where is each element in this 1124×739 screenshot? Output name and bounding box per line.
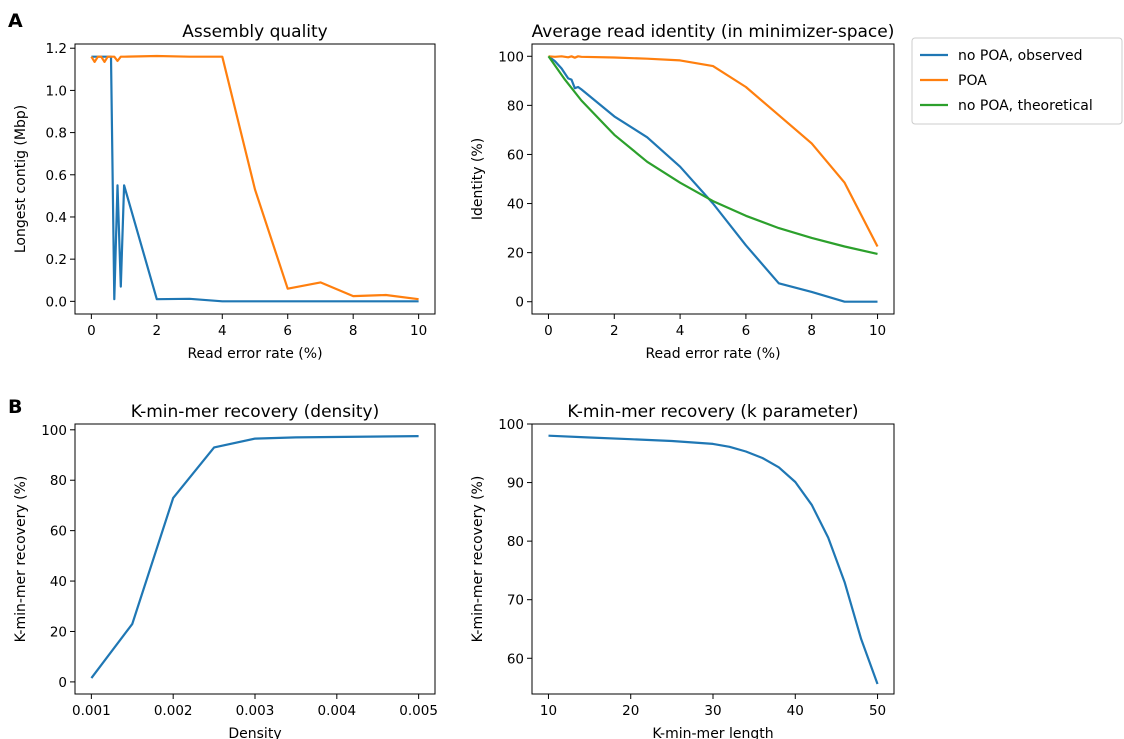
chart-recovery-k: K-min-mer recovery (k parameter) 10 20 30 40… — [470, 402, 895, 739]
legend-box — [911, 37, 1123, 125]
series-line-0 — [547, 55, 878, 303]
y-tick-label: 40 — [507, 197, 524, 213]
y-tick-label: 100 — [498, 49, 524, 65]
y-tick-label: 0.4 — [46, 210, 67, 226]
y-tick-label: 0 — [58, 675, 67, 691]
legend-entry-label: no POA, theoretical — [958, 98, 1093, 114]
x-tick-label: 0.003 — [236, 703, 275, 719]
chart-recovery-density: K-min-mer recovery (density) 0.001 0.002 0.… — [13, 402, 438, 739]
y-tick-label: 0.0 — [46, 294, 67, 310]
y-tick-label: 20 — [50, 624, 67, 640]
y-tick-label: 0.2 — [46, 252, 67, 268]
x-tick-label: 0 — [544, 323, 553, 339]
panel-label-b: B — [8, 396, 22, 418]
x-tick-label: 6 — [283, 323, 292, 339]
x-axis-label: Density — [228, 726, 281, 739]
y-axis-label: K-min-mer recovery (%) — [13, 476, 29, 643]
y-tick-label: 80 — [507, 98, 524, 114]
y-tick-label: 80 — [507, 534, 524, 550]
plot-frame — [74, 43, 436, 315]
y-tick-label: 80 — [50, 473, 67, 489]
legend-entry-label: POA — [958, 73, 987, 89]
x-tick-label: 6 — [742, 323, 751, 339]
x-tick-label: 10 — [869, 323, 886, 339]
legend: no POA, observed POA no POA, theoretical — [911, 37, 1123, 125]
x-tick-label: 0.001 — [72, 703, 111, 719]
x-tick-label: 0.004 — [317, 703, 356, 719]
chart-assembly-quality: Assembly quality 0 2 4 6 8 10 0.0 0.2 0.4 0.6 0.8 1.… — [13, 22, 436, 362]
x-axis-label: Read error rate (%) — [645, 346, 780, 362]
x-axis-label: Read error rate (%) — [187, 346, 322, 362]
x-tick-label: 4 — [676, 323, 685, 339]
chart-read-identity: Average read identity (in minimizer-spac… — [470, 22, 1123, 362]
y-tick-label: 0.6 — [46, 168, 67, 184]
x-tick-label: 0 — [87, 323, 96, 339]
x-tick-label: 2 — [153, 323, 162, 339]
y-tick-label: 60 — [507, 651, 524, 667]
y-tick-label: 1.2 — [46, 41, 67, 57]
x-tick-label: 10 — [540, 703, 557, 719]
series-line-1 — [548, 55, 879, 248]
y-tick-label: 60 — [507, 147, 524, 163]
chart-title: K-min-mer recovery (k parameter) — [567, 402, 858, 422]
y-axis-label: Longest contig (Mbp) — [13, 105, 29, 253]
x-tick-label: 4 — [218, 323, 227, 339]
y-tick-label: 0 — [515, 295, 524, 311]
x-tick-label: 50 — [869, 703, 886, 719]
x-tick-label: 0.005 — [399, 703, 438, 719]
y-tick-label: 40 — [50, 574, 67, 590]
chart-title: Average read identity (in minimizer-spac… — [532, 22, 895, 42]
y-tick-label: 0.8 — [46, 126, 67, 142]
panel-label-a: A — [8, 10, 23, 32]
y-axis-label: Identity (%) — [470, 138, 486, 220]
x-tick-label: 30 — [704, 703, 721, 719]
plot-frame — [531, 43, 895, 315]
y-tick-label: 100 — [498, 417, 524, 433]
y-tick-label: 60 — [50, 524, 67, 540]
x-tick-label: 40 — [787, 703, 804, 719]
plot-frame — [531, 423, 895, 695]
chart-title: K-min-mer recovery (density) — [131, 402, 380, 422]
series-line-0 — [91, 55, 419, 303]
x-tick-label: 8 — [807, 323, 816, 339]
x-tick-label: 8 — [349, 323, 358, 339]
charts-group: Assembly quality 0 2 4 6 8 10 0.0 0.2 0.4 0.6 0.8 1.… — [13, 22, 1123, 739]
y-tick-label: 1.0 — [46, 83, 67, 99]
x-tick-label: 10 — [410, 323, 427, 339]
series-line-0 — [548, 434, 879, 685]
x-tick-label: 20 — [622, 703, 639, 719]
chart-title: Assembly quality — [182, 22, 328, 42]
y-tick-label: 100 — [41, 423, 67, 439]
y-tick-label: 70 — [507, 593, 524, 609]
series-line-0 — [90, 435, 419, 679]
y-tick-label: 90 — [507, 476, 524, 492]
x-tick-label: 2 — [610, 323, 619, 339]
x-tick-label: 0.002 — [154, 703, 193, 719]
legend-entry-label: no POA, observed — [958, 48, 1082, 64]
x-axis-label: K-min-mer length — [652, 726, 773, 739]
y-axis-label: K-min-mer recovery (%) — [470, 476, 486, 643]
y-tick-label: 20 — [507, 246, 524, 262]
series-line-1 — [90, 54, 419, 301]
series-line-2 — [547, 55, 878, 255]
plot-frame — [74, 423, 436, 695]
